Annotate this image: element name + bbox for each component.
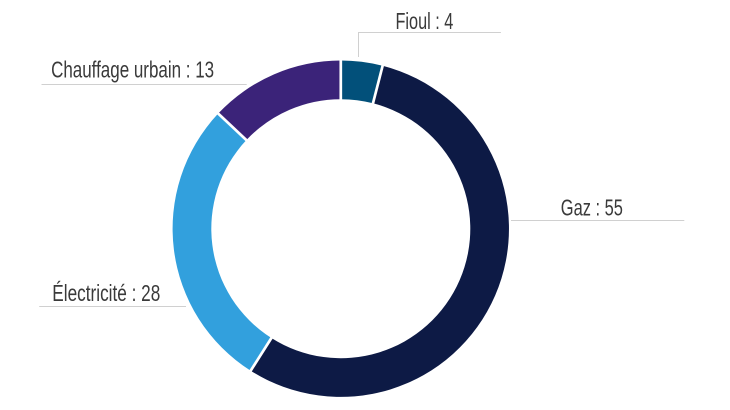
svg-text:Chauffage urbain : 13: Chauffage urbain : 13 xyxy=(51,57,214,83)
svg-text:Gaz : 55: Gaz : 55 xyxy=(561,195,623,221)
svg-text:Fioul : 4: Fioul : 4 xyxy=(396,8,454,34)
svg-text:Électricité : 28: Électricité : 28 xyxy=(52,280,160,306)
